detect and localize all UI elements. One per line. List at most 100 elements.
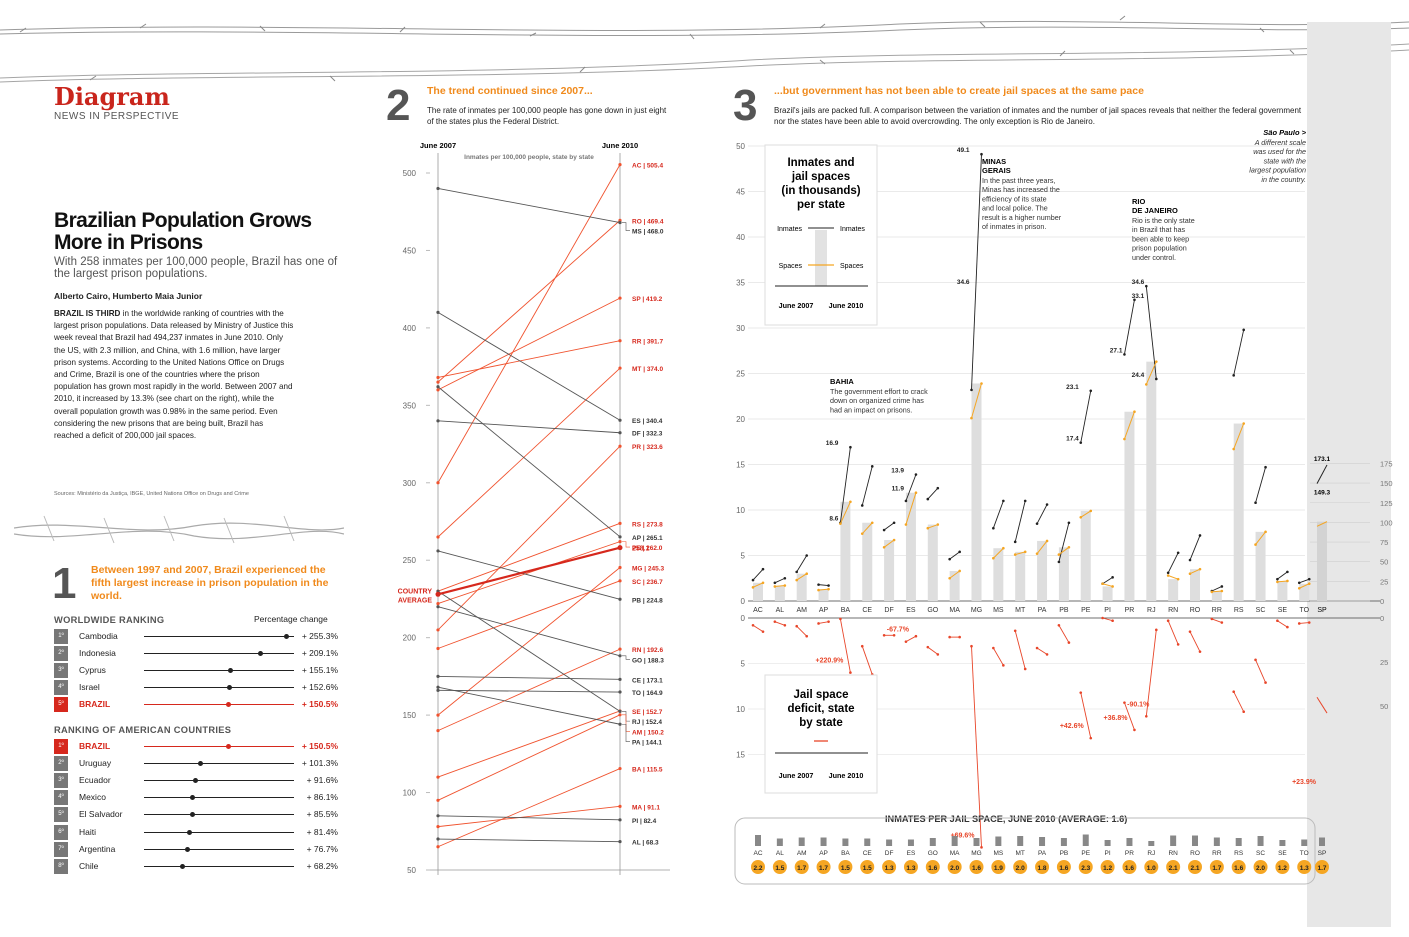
rank-value: + 101.3%: [301, 758, 338, 769]
deficit-line-SP: [1316, 696, 1328, 714]
deficit-dot: [1101, 616, 1104, 620]
annotation-text-line: down on organized crime has: [830, 396, 924, 405]
slope-line-SP: [437, 297, 621, 391]
slope-dot-2007: [436, 688, 440, 692]
spaces-bar-RO: [1190, 569, 1200, 601]
legend-bar: [815, 230, 827, 286]
ratio-value-MA: 2.0: [950, 865, 959, 872]
deficit-dot: [970, 644, 973, 648]
deficit-line-TO: [1299, 622, 1310, 624]
ratio-state-SP: SP: [1318, 850, 1327, 857]
ratio-state-MS: MS: [993, 850, 1003, 857]
ratio-value-MS: 1.9: [994, 865, 1003, 872]
slope-label-RO: RO | 469.4: [632, 218, 664, 225]
deficit-ytick: 0: [741, 614, 746, 623]
section2-number: 2: [386, 81, 411, 130]
rank-badge: 1º: [54, 629, 68, 644]
deficit-line-BA: [839, 618, 851, 673]
deficit-line-AC: [752, 624, 764, 633]
spaces-dot: [1232, 447, 1235, 451]
spaces-bar-PB: [1058, 547, 1069, 601]
slope-ytick: 200: [403, 634, 417, 643]
spaces-line-MA: [949, 570, 960, 579]
ratio-state-RN: RN: [1168, 850, 1178, 857]
slope-dot-2010: [618, 444, 622, 448]
inmates-dot: [1045, 503, 1049, 506]
slope-label-SP: SP | 419.2: [632, 296, 663, 303]
inmates-dot: [1133, 298, 1136, 302]
inmates-dot: [1155, 377, 1158, 381]
spaces-line-RO: [1189, 568, 1201, 575]
ratio-badge-MS: [991, 860, 1006, 874]
ratio-badge-SE: [1275, 860, 1290, 874]
spaces-bar-RS: [1233, 423, 1244, 601]
slope-label-MG: MG | 245.3: [632, 566, 665, 573]
ratio-state-PR: PR: [1125, 850, 1134, 857]
rank-badge: 3º: [54, 773, 68, 789]
annotation-title-line: BAHIA: [830, 377, 854, 386]
ratio-state-AC: AC: [753, 850, 762, 857]
rank-country: Haiti: [79, 826, 97, 837]
ratio-bar-AL: [776, 838, 783, 846]
slope-dot-average-2010: [617, 545, 623, 551]
state-ytick: 10: [736, 506, 745, 515]
spaces-dot: [1133, 410, 1136, 414]
spaces-line-RN: [1167, 575, 1179, 580]
deficit-line-PE: [1080, 692, 1092, 739]
annotation-text-line: and local police. The: [982, 204, 1048, 213]
spaces-dot: [1089, 509, 1093, 513]
slope-ytick: 250: [403, 556, 417, 565]
ratio-state-GO: GO: [928, 850, 938, 857]
ratio-badge-SC: [1253, 860, 1268, 874]
slope-dot-2010: [618, 535, 622, 539]
rank-country: Cambodia: [79, 631, 118, 641]
spaces-line-TO: [1299, 583, 1310, 589]
ratio-bar-GO: [929, 838, 936, 846]
spaces-dot: [761, 581, 765, 585]
deficit-dot: [1057, 623, 1061, 627]
annotation-text-MG: In the past three years, Minas has increa…: [982, 176, 1062, 231]
inmates-dot: [1220, 585, 1224, 588]
spaces-dot: [1013, 553, 1017, 556]
annotation-text-line: prison population: [1132, 244, 1187, 253]
inmates-dot: [1013, 540, 1017, 544]
slope-dot-2010: [618, 804, 622, 808]
slope-dot-2010: [618, 766, 622, 771]
slope-label-ES: ES | 340.4: [632, 418, 663, 425]
inmates-dot: [795, 570, 798, 574]
state-ytick: 25: [736, 370, 745, 379]
legend-deficit-title-line: by state: [799, 717, 842, 729]
inmates-dot: [914, 473, 918, 476]
spaces-bar-BA: [840, 501, 851, 601]
article-title: Brazilian Population Grows More in Priso…: [54, 209, 312, 254]
spaces-bar-ES: [905, 492, 916, 601]
ratio-state-RR: RR: [1212, 850, 1222, 857]
ratio-state-CE: CE: [863, 850, 873, 857]
slope-dot-2007: [436, 385, 440, 389]
rank-country: Mexico: [79, 792, 106, 803]
rank-dot: [225, 744, 231, 749]
slope-average-value: 258.1: [632, 546, 650, 553]
spaces-dot: [1111, 585, 1114, 588]
state-label-MG: MG: [971, 607, 982, 614]
slope-dot-2007: [436, 601, 440, 606]
section2-heading: The trend continued since 2007...: [427, 85, 593, 97]
slope-dot-2010: [618, 220, 622, 225]
slope-dot-2010: [618, 690, 622, 694]
rank-country: Uruguay: [79, 758, 112, 769]
spaces-bar-MA: [949, 570, 960, 601]
spaces-dot: [870, 521, 874, 525]
spaces-dot: [1155, 360, 1158, 363]
sp-scale-panel: [1307, 22, 1391, 927]
spaces-dot: [1023, 550, 1027, 554]
ranking-row: 4º Mexico + 86.1%: [54, 790, 338, 806]
ratio-state-RO: RO: [1190, 850, 1200, 857]
inmates-dot: [1286, 570, 1289, 574]
state-label-SE: SE: [1278, 607, 1288, 614]
spaces-dot: [1145, 383, 1148, 386]
slope-label-AC: AC | 505.4: [632, 163, 663, 170]
change-label: +42.6%: [1060, 723, 1085, 730]
legend-deficit-title: Jail space deficit, state by state: [787, 689, 854, 729]
slope-subtitle: Inmates per 100,000 people, state by sta…: [464, 154, 594, 161]
spaces-dot: [1198, 567, 1202, 571]
